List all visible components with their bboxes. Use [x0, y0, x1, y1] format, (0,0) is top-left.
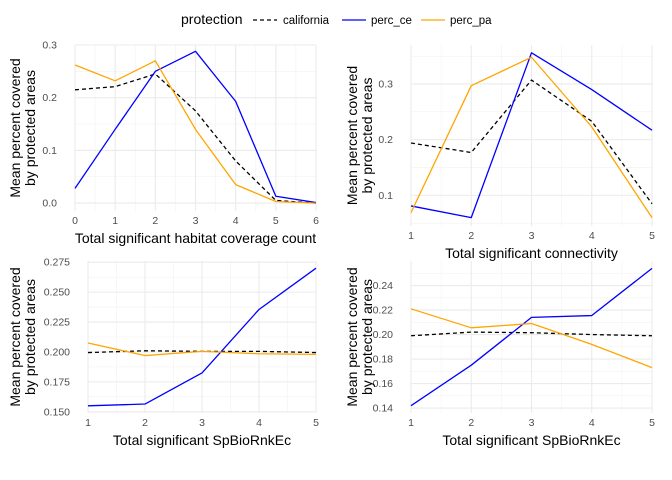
grid [410, 261, 653, 413]
legend: protection california perc_ce perc_pa [181, 11, 492, 27]
y-tick-label: 0.16 [373, 378, 394, 390]
x-tick-label: 1 [408, 230, 414, 242]
x-tick-label: 4 [589, 417, 595, 429]
chart-panel-3: 1 2 3 4 5 0.150 0.175 0.200 0.225 0.250 0.275 Total… [7, 257, 319, 448]
series-line-perc_ce [87, 267, 317, 407]
series-line-california [410, 79, 653, 205]
x-tick-label: 1 [112, 215, 118, 227]
series-line-perc_pa [410, 308, 653, 369]
y-tick-label: 0.3 [42, 40, 57, 52]
chart-panel-4: 1 2 3 4 5 0.14 0.16 0.18 0.20 0.22 0.24 Total signi… [344, 261, 655, 448]
legend-label-perc_ce: perc_ce [371, 15, 412, 27]
grid [74, 44, 317, 211]
x-tick-label: 3 [529, 417, 535, 429]
y-tick-label: 0.22 [373, 305, 394, 317]
chart-panel-1: 0 1 2 3 4 5 6 0.0 0.1 0.2 0.3 Total significant hab… [7, 40, 319, 247]
y-axis-title: Mean percent coveredby protected areas [7, 58, 38, 197]
x-axis-title: Total significant connectivity [445, 245, 618, 261]
legend-title: protection [181, 11, 242, 27]
series-lines [87, 267, 317, 407]
x-tick-label: 2 [152, 215, 158, 227]
y-tick-label: 0.0 [42, 198, 57, 210]
x-tick-label: 3 [193, 215, 199, 227]
x-tick-label: 3 [199, 417, 205, 429]
x-tick-label: 1 [85, 417, 91, 429]
x-axis-title: Total significant SpBioRnkEc [113, 432, 291, 448]
y-tick-label: 0.14 [373, 403, 394, 415]
series-line-perc_pa [74, 60, 317, 204]
x-tick-label: 0 [72, 215, 78, 227]
grid [87, 261, 317, 413]
y-tick-label: 0.1 [378, 190, 393, 202]
series-line-perc_ce [410, 52, 653, 219]
y-tick-label: 0.18 [373, 354, 394, 366]
y-tick-label: 0.2 [42, 92, 57, 104]
x-tick-label: 1 [408, 417, 414, 429]
y-tick-label: 0.20 [373, 329, 394, 341]
series-lines [410, 267, 653, 407]
y-tick-label: 0.225 [44, 317, 70, 329]
chart-panels: 0 1 2 3 4 5 6 0.0 0.1 0.2 0.3 Total significant hab… [7, 40, 655, 449]
y-tick-label: 0.275 [44, 257, 70, 269]
y-tick-label: 0.3 [378, 78, 393, 90]
x-tick-label: 5 [649, 230, 655, 242]
x-tick-label: 5 [313, 417, 319, 429]
x-tick-label: 4 [256, 417, 262, 429]
y-tick-label: 0.1 [42, 145, 57, 157]
x-tick-label: 2 [468, 417, 474, 429]
legend-label-california: california [283, 15, 330, 27]
series-lines [410, 52, 653, 219]
series-line-perc_pa [410, 56, 653, 219]
y-tick-label: 0.2 [378, 134, 393, 146]
chart-panel-2: 1 2 3 4 5 0.1 0.2 0.3 Total significant connecti… [344, 45, 655, 261]
series-line-perc_pa [87, 342, 317, 357]
series-line-perc_ce [74, 50, 317, 204]
x-tick-label: 6 [313, 215, 319, 227]
legend-label-perc_pa: perc_pa [450, 15, 492, 27]
x-tick-label: 2 [468, 230, 474, 242]
x-tick-label: 5 [649, 417, 655, 429]
y-axis-title: Mean percent coveredby protected areas [344, 66, 375, 205]
x-axis-title: Total significant habitat coverage count [75, 230, 316, 246]
y-axis-title: Mean percent coveredby protected areas [7, 267, 38, 406]
y-tick-label: 0.24 [373, 280, 394, 292]
x-axis-title: Total significant SpBioRnkEc [442, 432, 620, 448]
y-tick-label: 0.250 [44, 287, 70, 299]
series-line-california [74, 73, 317, 204]
y-axis-title: Mean percent coveredby protected areas [344, 267, 375, 406]
y-tick-label: 0.200 [44, 346, 70, 358]
x-tick-label: 5 [273, 215, 279, 227]
x-tick-label: 4 [233, 215, 239, 227]
series-line-perc_ce [410, 267, 653, 407]
x-tick-label: 2 [142, 417, 148, 429]
legend-items: california perc_ce perc_pa [253, 15, 492, 27]
series-line-california [410, 331, 653, 337]
y-tick-label: 0.150 [44, 406, 70, 418]
x-tick-label: 3 [529, 230, 535, 242]
series-lines [74, 50, 317, 204]
y-tick-label: 0.175 [44, 376, 70, 388]
x-tick-label: 4 [589, 230, 595, 242]
